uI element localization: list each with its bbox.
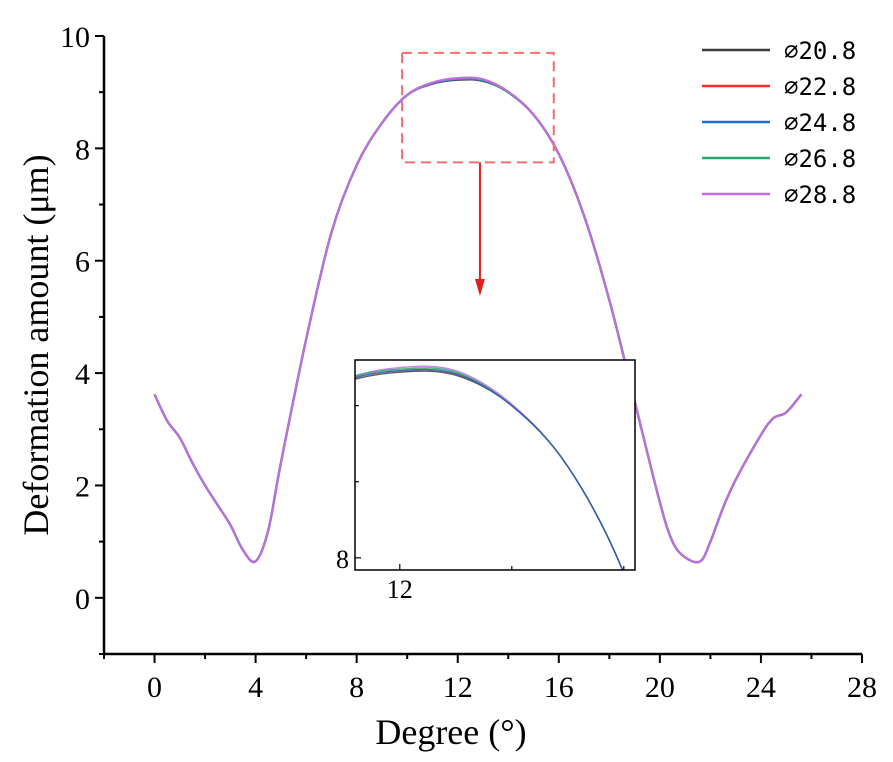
inset-series-line-3 [355,368,624,570]
x-tick-label: 20 [645,671,675,704]
y-tick-label: 8 [75,133,90,166]
zoom-arrowhead [474,279,485,296]
x-tick-label: 12 [443,671,473,704]
inset-x-tick-label: 12 [387,575,413,604]
zoom-region-box [401,51,555,164]
x-axis-title: Degree (°) [375,712,526,752]
inset-background [355,360,635,570]
inset-series-layer [355,365,624,570]
series-line-5 [153,76,803,564]
series-layer [153,76,803,564]
legend-label: ⌀22.8 [784,73,856,101]
y-tick-label: 0 [75,583,90,616]
legend-item-1: ⌀20.8 [702,37,856,65]
legend-item-3: ⌀24.8 [702,109,856,137]
y-tick-label: 2 [75,470,90,503]
inset-y-tick-label: 8 [336,545,349,574]
y-tick-label: 10 [60,21,90,54]
legend-item-2: ⌀22.8 [702,73,856,101]
y-axis-title: Deformation amount (μm) [16,154,56,535]
x-tick-label: 8 [349,671,364,704]
legend: ⌀20.8 ⌀22.8 ⌀24.8 ⌀26.8 ⌀28.8 [702,37,856,209]
inset-plot: 12 8 [336,359,636,604]
x-tick-label: 0 [147,671,162,704]
inset-frame [354,359,636,571]
x-tick-label: 28 [847,671,877,704]
legend-label: ⌀28.8 [784,181,856,209]
legend-label: ⌀26.8 [784,145,856,173]
x-tick-label: 4 [248,671,263,704]
legend-item-5: ⌀28.8 [702,181,856,209]
y-tick-label: 6 [75,246,90,279]
legend-label: ⌀24.8 [784,109,856,137]
legend-item-4: ⌀26.8 [702,145,856,173]
y-tick-label: 4 [75,358,90,391]
inset-tick-layer [355,405,625,570]
x-tick-label: 16 [544,671,574,704]
x-tick-label: 24 [746,671,776,704]
axes-layer [102,36,862,656]
legend-label: ⌀20.8 [784,37,856,65]
